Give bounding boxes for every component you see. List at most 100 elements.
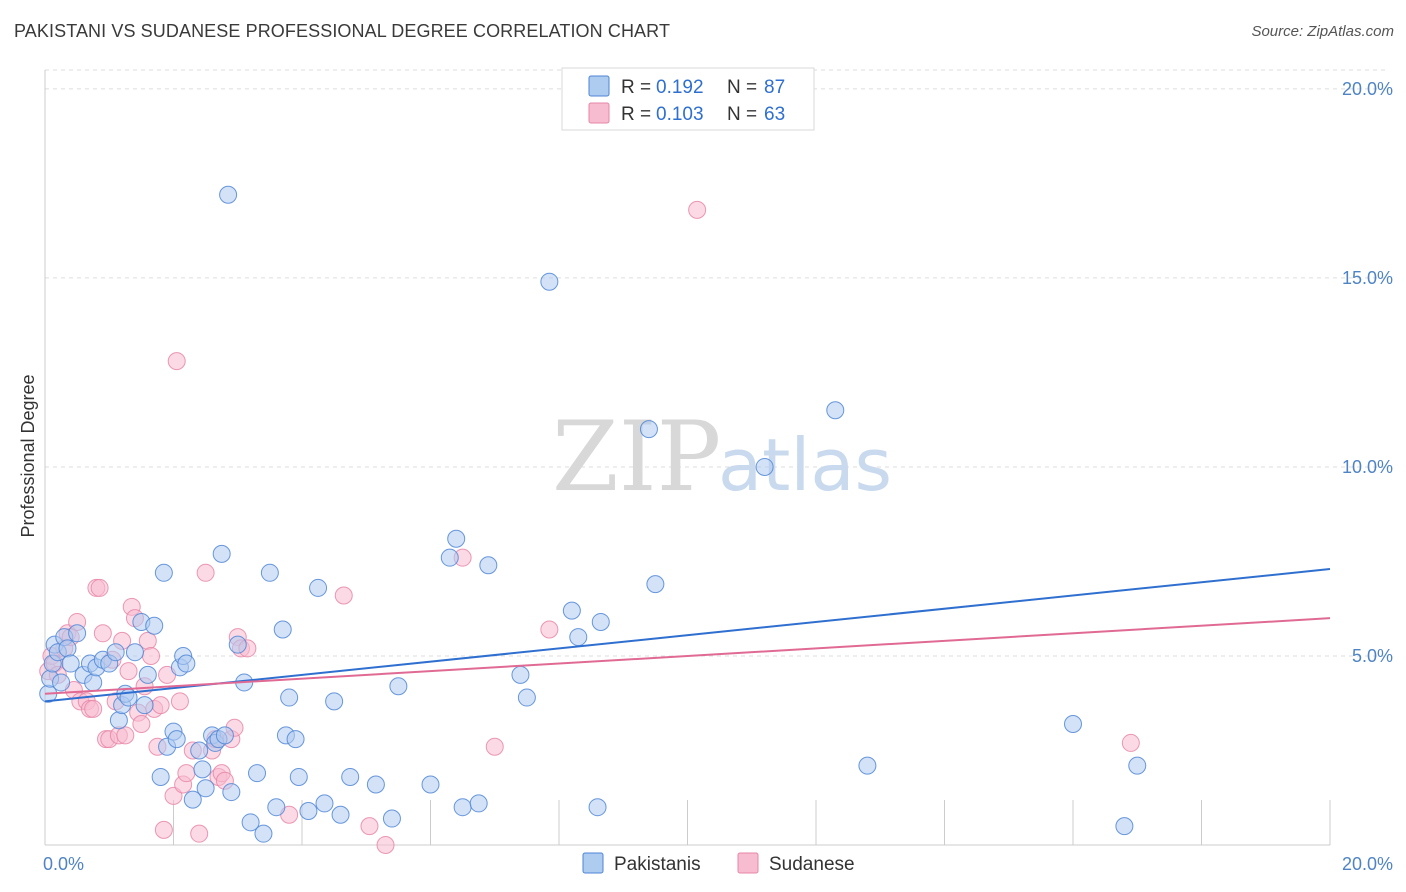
pakistani-point [151, 767, 170, 786]
sudanese-point [485, 737, 504, 756]
x-tick-labels: 0.0% 20.0% [43, 854, 1393, 874]
sudanese-r-value: 0.103 [656, 104, 704, 125]
pakistani-point [196, 779, 215, 798]
sudanese-point [93, 624, 112, 643]
pakistanis-series-label: Pakistanis [614, 854, 701, 875]
pakistani-point [248, 764, 267, 783]
axes [44, 70, 1331, 846]
pakistani-point [212, 544, 231, 563]
pakistani-legend-swatch [588, 75, 610, 97]
y-tick-label: 5.0% [1352, 646, 1393, 666]
pakistani-point [755, 457, 774, 476]
pakistani-point [138, 665, 157, 684]
sudanese-n-label: N = [727, 104, 757, 125]
sudanese-point [688, 200, 707, 219]
trend-lines [44, 568, 1331, 703]
pakistani-point [569, 628, 588, 647]
pakistani-point [68, 624, 87, 643]
pakistani-point [177, 654, 196, 673]
watermark: ZIP atlas [552, 401, 892, 513]
sudanese-point [167, 352, 186, 371]
sudanese-point [360, 817, 379, 836]
pakistani-point [125, 643, 144, 662]
pakistani-point [1128, 756, 1147, 775]
pakistani-point [215, 726, 234, 745]
pakistani-point [84, 673, 103, 692]
pakistani-point [646, 575, 665, 594]
pakistani-point [858, 756, 877, 775]
pakistani-point [154, 563, 173, 582]
x-tick-label: 20.0% [1342, 854, 1393, 874]
sudanese-series-label: Sudanese [769, 854, 855, 875]
pakistani-point [366, 775, 385, 794]
sudanese-point [116, 726, 135, 745]
pakistani-point [267, 798, 286, 817]
pakistani-r-value: 0.192 [656, 77, 704, 98]
pakistani-point [106, 643, 125, 662]
sudanese-point [170, 692, 189, 711]
sudanese-point [177, 764, 196, 783]
pakistani-point [562, 601, 581, 620]
pakistani-point [61, 654, 80, 673]
pakistani-point [219, 185, 238, 204]
pakistani-point [540, 272, 559, 291]
sudanese-point [196, 563, 215, 582]
pakistani-point [183, 790, 202, 809]
stats-legend: R = 0.192 N = 87 R = 0.103 N = 63 [561, 67, 815, 131]
pakistani-point [193, 760, 212, 779]
sudanese-point [151, 696, 170, 715]
sudanese-point [190, 824, 209, 843]
sudanese-trend-line [44, 617, 1331, 695]
pakistani-point [145, 616, 164, 635]
pakistani-point [52, 673, 71, 692]
pakistani-point [1115, 817, 1134, 836]
pakistani-point [315, 794, 334, 813]
pakistani-point [273, 620, 292, 639]
pakistani-r-label: R = [621, 77, 651, 98]
pakistani-point [167, 730, 186, 749]
sudanese-n-value: 63 [764, 104, 785, 125]
y-tick-label: 10.0% [1342, 457, 1393, 477]
pakistani-point [517, 688, 536, 707]
sudanese-point [90, 578, 109, 597]
pakistani-point [289, 767, 308, 786]
pakistani-point [382, 809, 401, 828]
sudanese-legend-swatch [588, 102, 610, 124]
sudanese-point [1121, 733, 1140, 752]
pakistani-trend-line [44, 568, 1331, 703]
pakistani-point [325, 692, 344, 711]
pakistani-point [440, 548, 459, 567]
sudanese-r-label: R = [621, 104, 651, 125]
y-tick-label: 15.0% [1342, 268, 1393, 288]
pakistani-point [469, 794, 488, 813]
pakistani-point [421, 775, 440, 794]
pakistani-point [280, 688, 299, 707]
sudanese-point [142, 646, 161, 665]
pakistani-point [639, 420, 658, 439]
y-axis-label: Professional Degree [18, 374, 38, 537]
watermark-zip: ZIP [552, 401, 721, 513]
x-tick-label: 0.0% [43, 854, 84, 874]
pakistani-point [591, 612, 610, 631]
y-tick-label: 20.0% [1342, 79, 1393, 99]
pakistani-point [447, 529, 466, 548]
pakistani-point [331, 805, 350, 824]
pakistani-point [389, 677, 408, 696]
pakistani-point [190, 741, 209, 760]
pakistani-point [309, 578, 328, 597]
pakistani-point [254, 824, 273, 843]
sudanese-point [132, 715, 151, 734]
pakistani-n-value: 87 [764, 77, 785, 98]
sudanese-point [84, 699, 103, 718]
source-credit: Source: ZipAtlas.com [1251, 23, 1394, 40]
pakistani-point [453, 798, 472, 817]
sudanese-point [334, 586, 353, 605]
pakistani-point [479, 556, 498, 575]
pakistani-point [286, 730, 305, 749]
pakistani-point [260, 563, 279, 582]
sudanese-point [154, 820, 173, 839]
pakistani-point [826, 401, 845, 420]
pakistani-point [1064, 715, 1082, 734]
grid-lines [45, 69, 1385, 657]
